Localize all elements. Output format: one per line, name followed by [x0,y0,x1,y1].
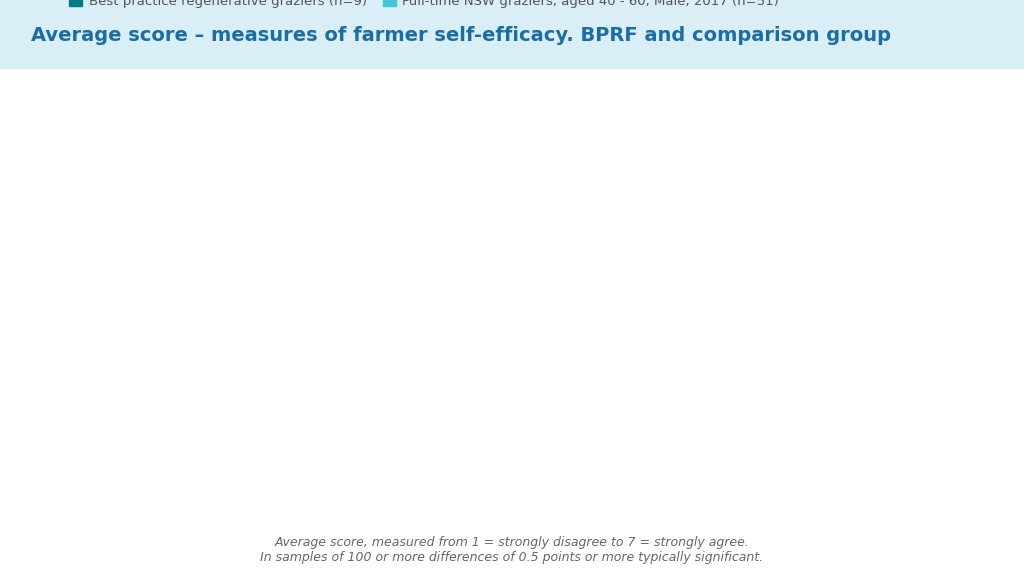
Text: 5.5: 5.5 [571,291,596,305]
Text: 4.4: 4.4 [250,414,274,427]
Text: 6.6: 6.6 [791,169,815,183]
Text: 5.6: 5.6 [146,280,171,294]
Bar [114,271,204,576]
Bar [436,182,526,576]
Bar [539,282,629,576]
Legend: Best practice regenerative graziers (n=9), Full-time NSW graziers, aged 40 - 60,: Best practice regenerative graziers (n=9… [69,0,779,8]
Text: Average score, measured from 1 = strongly disagree to 7 = strongly agree.
In sam: Average score, measured from 1 = strongl… [260,536,764,564]
Bar [758,160,848,576]
Text: 5.3: 5.3 [894,313,919,327]
Bar [861,305,951,576]
Bar [217,405,307,576]
Text: 6.4: 6.4 [469,191,494,205]
Text: Average score – measures of farmer self-efficacy. BPRF and comparison group: Average score – measures of farmer self-… [31,26,891,45]
